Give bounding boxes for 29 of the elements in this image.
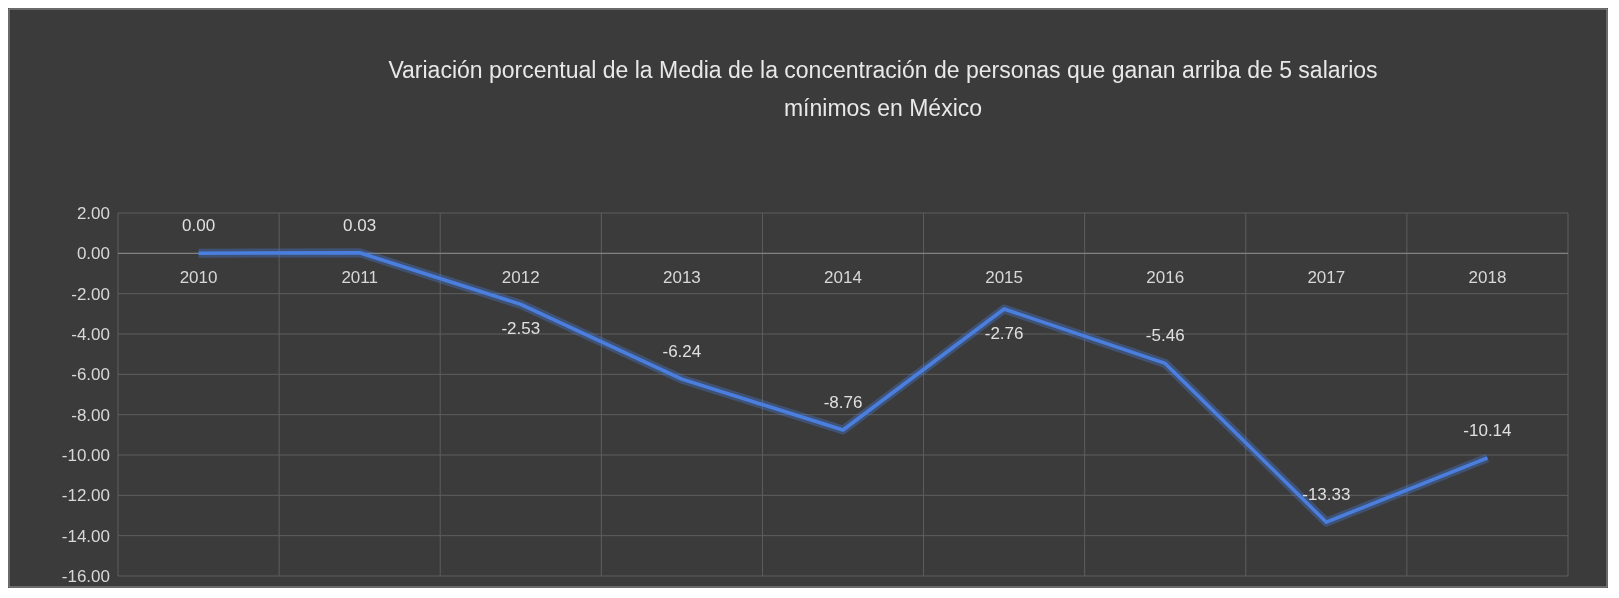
x-tick-label: 2013 [662,268,701,288]
data-label: -2.53 [501,319,541,339]
data-label: -13.33 [1302,485,1351,505]
x-tick-label: 2011 [341,268,378,288]
y-tick-label: -8.00 [71,405,110,425]
y-tick-label: -10.00 [61,445,110,465]
x-tick-label: 2010 [179,268,218,288]
x-tick-label: 2015 [985,268,1024,288]
y-tick-label: -12.00 [61,486,110,506]
y-tick-label: 2.00 [76,203,110,223]
y-tick-label: 0.00 [76,244,110,264]
y-tick-label: -6.00 [71,365,110,385]
data-label: -8.76 [823,392,863,412]
y-tick-label: -2.00 [71,284,110,304]
y-tick-label: -14.00 [61,526,110,546]
chart-title: Variación porcentual de la Media de la concentración de personas que ganan arriba de 5 salarios mínimos en México [388,57,1378,121]
x-tick-label: 2012 [501,268,540,288]
y-tick-label: -16.00 [61,566,110,586]
x-tick-label: 2017 [1307,268,1346,288]
data-label: 0.03 [343,215,377,235]
data-label: -2.76 [984,323,1024,343]
data-label: 0.00 [182,216,216,236]
y-tick-label: -4.00 [71,324,110,344]
x-tick-label: 2014 [824,268,862,288]
x-tick-label: 2016 [1146,268,1185,288]
data-label: -5.46 [1145,326,1185,346]
data-label: -6.24 [662,342,702,362]
x-tick-label: 2018 [1468,268,1507,288]
data-label: -10.14 [1463,420,1512,440]
